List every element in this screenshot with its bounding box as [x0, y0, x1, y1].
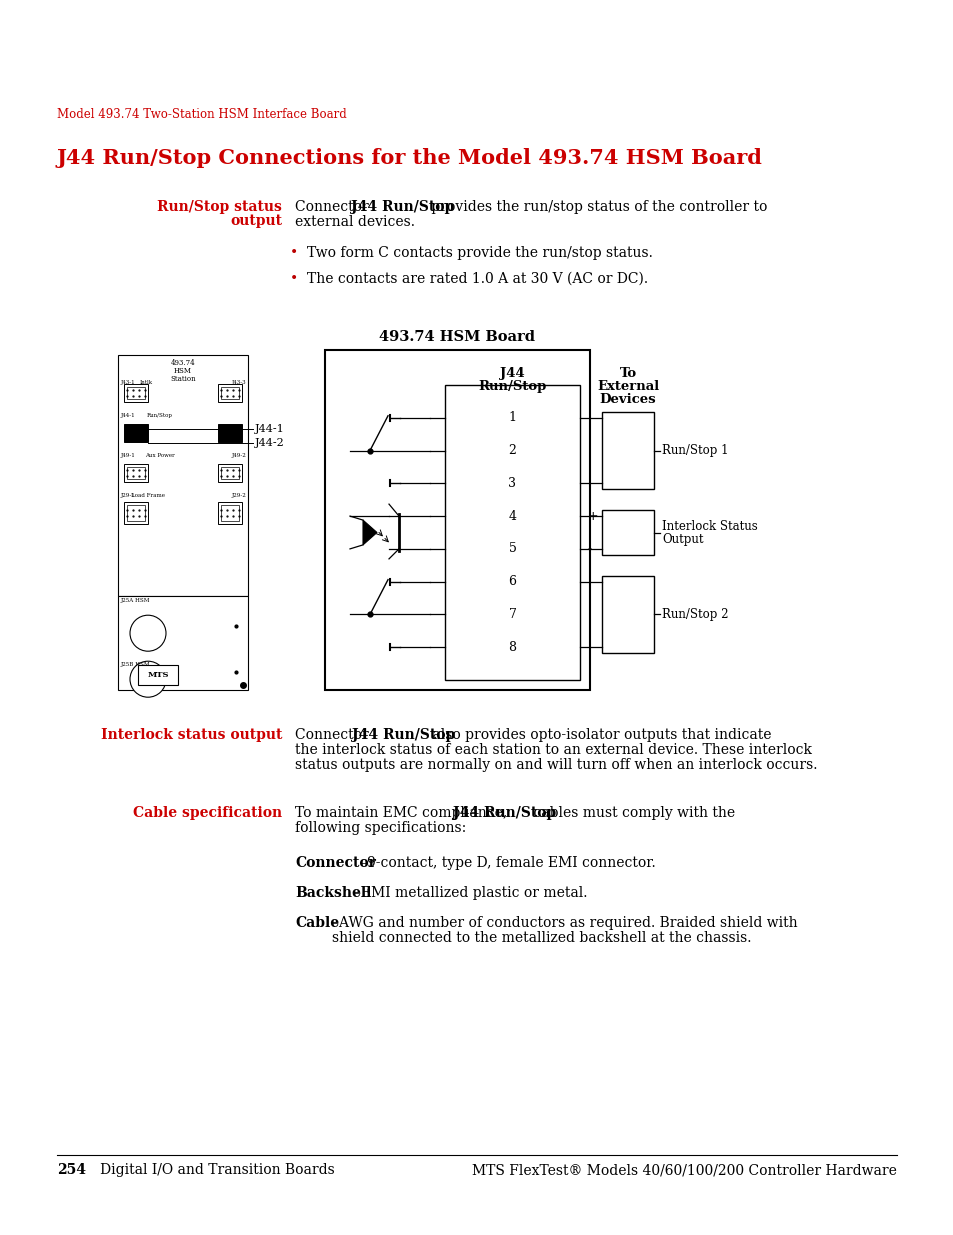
Text: 6: 6 — [508, 576, 516, 588]
Text: External: External — [597, 380, 659, 393]
Text: J44 Run/Stop: J44 Run/Stop — [352, 727, 455, 742]
Bar — [601, 510, 654, 555]
Bar — [118, 354, 248, 597]
Text: –9-contact, type D, female EMI connector.: –9-contact, type D, female EMI connector… — [359, 856, 655, 869]
Polygon shape — [363, 520, 376, 545]
Text: To maintain EMC compliance,: To maintain EMC compliance, — [294, 806, 511, 820]
Circle shape — [130, 661, 166, 698]
Text: Intlk: Intlk — [139, 380, 152, 385]
Text: Devices: Devices — [599, 393, 656, 406]
Text: Run/Stop: Run/Stop — [477, 380, 546, 393]
Text: 3: 3 — [508, 477, 516, 490]
Text: J49-1: J49-1 — [120, 453, 134, 458]
Text: output: output — [230, 214, 282, 228]
Text: J43-1: J43-1 — [120, 380, 134, 385]
Bar — [118, 597, 248, 690]
Bar — [127, 387, 145, 399]
Text: J44-1: J44-1 — [120, 412, 134, 417]
Bar — [601, 411, 654, 489]
Text: The contacts are rated 1.0 A at 30 V (AC or DC).: The contacts are rated 1.0 A at 30 V (AC… — [307, 272, 647, 287]
Text: J44-1: J44-1 — [254, 424, 284, 433]
Text: Connector: Connector — [294, 727, 373, 742]
Bar — [221, 467, 239, 479]
Text: –AWG and number of conductors as required. Braided shield with: –AWG and number of conductors as require… — [332, 916, 797, 930]
Text: J29-1: J29-1 — [120, 493, 134, 498]
Text: J44 Run/Stop: J44 Run/Stop — [351, 200, 454, 214]
Text: Backshell: Backshell — [294, 885, 371, 900]
Text: 4: 4 — [508, 510, 516, 522]
Text: •: • — [290, 272, 298, 287]
Text: Run/Stop: Run/Stop — [147, 412, 172, 417]
Text: Connector: Connector — [294, 200, 373, 214]
Text: J49-2: J49-2 — [231, 453, 246, 458]
Text: MTS FlexTest® Models 40/60/100/200 Controller Hardware: MTS FlexTest® Models 40/60/100/200 Contr… — [472, 1163, 896, 1177]
Text: –EMI metallized plastic or metal.: –EMI metallized plastic or metal. — [354, 885, 587, 900]
Text: Station: Station — [170, 375, 195, 383]
Bar — [124, 424, 148, 442]
Text: 1: 1 — [508, 411, 516, 425]
Text: Digital I/O and Transition Boards: Digital I/O and Transition Boards — [87, 1163, 335, 1177]
Text: Cable specification: Cable specification — [132, 806, 282, 820]
Bar — [218, 464, 242, 482]
Bar — [218, 384, 242, 403]
Text: HSM: HSM — [173, 367, 192, 375]
Bar — [218, 424, 242, 442]
Bar — [444, 385, 579, 680]
Text: J44 Run/Stop: J44 Run/Stop — [453, 806, 556, 820]
Text: 5: 5 — [508, 542, 516, 556]
Text: J25A HSM: J25A HSM — [120, 598, 150, 603]
Text: J29-2: J29-2 — [231, 493, 246, 498]
Text: the interlock status of each station to an external device. These interlock: the interlock status of each station to … — [294, 743, 811, 757]
Text: J25B HSM: J25B HSM — [120, 662, 150, 667]
Text: 2: 2 — [508, 445, 516, 457]
Text: J43-3: J43-3 — [232, 380, 246, 385]
Text: Run/Stop status: Run/Stop status — [157, 200, 282, 214]
Text: 254: 254 — [57, 1163, 86, 1177]
Text: J44 Run/Stop Connections for the Model 493.74 HSM Board: J44 Run/Stop Connections for the Model 4… — [57, 148, 762, 168]
Text: Model 493.74 Two-Station HSM Interface Board: Model 493.74 Two-Station HSM Interface B… — [57, 107, 346, 121]
Text: -: - — [587, 542, 592, 556]
Bar — [325, 350, 589, 690]
Bar — [218, 501, 242, 524]
Text: Interlock Status: Interlock Status — [661, 520, 757, 532]
Text: 8: 8 — [508, 641, 516, 653]
Text: shield connected to the metallized backshell at the chassis.: shield connected to the metallized backs… — [332, 931, 751, 945]
Bar — [221, 387, 239, 399]
Text: Connector: Connector — [294, 856, 375, 869]
Text: 7: 7 — [508, 608, 516, 621]
Bar — [124, 384, 148, 403]
Text: +: + — [587, 510, 598, 522]
Text: Load Frame: Load Frame — [131, 493, 165, 498]
Text: Cable: Cable — [294, 916, 338, 930]
Text: Output: Output — [661, 532, 702, 546]
Bar — [127, 467, 145, 479]
Text: external devices.: external devices. — [294, 215, 415, 228]
Text: also provides opto-isolator outputs that indicate: also provides opto-isolator outputs that… — [428, 727, 771, 742]
Text: Run/Stop 1: Run/Stop 1 — [661, 445, 728, 457]
Text: following specifications:: following specifications: — [294, 821, 466, 835]
Bar — [138, 664, 178, 685]
Text: To: To — [618, 367, 636, 380]
Bar — [127, 505, 145, 521]
Circle shape — [130, 615, 166, 651]
Text: status outputs are normally on and will turn off when an interlock occurs.: status outputs are normally on and will … — [294, 758, 817, 772]
Bar — [124, 464, 148, 482]
Bar — [221, 505, 239, 521]
Text: Interlock status output: Interlock status output — [100, 727, 282, 742]
Text: provides the run/stop status of the controller to: provides the run/stop status of the cont… — [427, 200, 766, 214]
Text: cables must comply with the: cables must comply with the — [529, 806, 735, 820]
Text: •: • — [290, 246, 298, 261]
Bar — [124, 501, 148, 524]
Text: J44-2: J44-2 — [254, 438, 284, 448]
Text: MTS: MTS — [147, 671, 169, 679]
Text: 493.74: 493.74 — [171, 359, 195, 367]
Text: 493.74 HSM Board: 493.74 HSM Board — [379, 330, 535, 345]
Text: Run/Stop 2: Run/Stop 2 — [661, 608, 728, 621]
Bar — [601, 576, 654, 653]
Text: J44: J44 — [499, 367, 524, 380]
Text: Aux Power: Aux Power — [145, 453, 174, 458]
Text: Two form C contacts provide the run/stop status.: Two form C contacts provide the run/stop… — [307, 246, 652, 261]
